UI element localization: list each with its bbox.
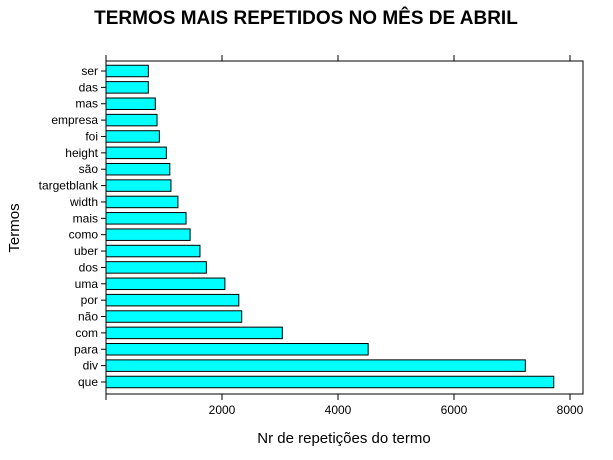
y-tick-label: targetblank (39, 179, 99, 193)
bar-targetblank (105, 179, 172, 192)
bar-das (105, 81, 149, 94)
plot-frame (105, 60, 584, 395)
y-tick-label: como (69, 228, 99, 242)
y-tick-label: das (79, 80, 98, 94)
x-tick-label: 2000 (209, 403, 236, 417)
y-axis-label: Termos (6, 203, 23, 252)
bar-foi (105, 130, 160, 143)
bar-para (105, 343, 369, 356)
x-tick-label: 6000 (441, 403, 468, 417)
bar-não (105, 310, 243, 323)
y-tick-label: height (65, 146, 98, 160)
y-tick-label: div (83, 359, 98, 373)
bar-empresa (105, 113, 158, 127)
y-tick-label: não (78, 310, 98, 324)
y-tick-label: foi (85, 129, 98, 143)
y-tick-label: para (74, 342, 98, 356)
x-axis-label: Nr de repetições do termo (257, 430, 430, 447)
y-tick-label: dos (79, 260, 98, 274)
chart-title: TERMOS MAIS REPETIDOS NO MÊS DE ABRIL (94, 7, 518, 29)
bar-height (105, 146, 167, 160)
x-tick-label: 4000 (325, 403, 352, 417)
y-tick-label: empresa (51, 113, 98, 127)
y-tick-label: mas (75, 97, 98, 111)
y-axis: que div para com não por uma dos uber como mais wid… (39, 64, 106, 389)
y-tick-label: são (79, 162, 99, 176)
bar-que (105, 375, 555, 389)
bar-dos (105, 261, 207, 274)
bar-mas (105, 97, 156, 110)
y-tick-label: que (78, 375, 98, 389)
bar-são (105, 162, 171, 176)
y-tick-label: por (81, 293, 98, 307)
bar-ser (105, 64, 149, 78)
y-tick-label: com (75, 326, 98, 340)
bar-por (105, 293, 240, 307)
bar-como (105, 228, 191, 241)
bars-group (105, 64, 555, 389)
y-tick-label: uma (75, 277, 99, 291)
bar-com (105, 326, 283, 340)
bar-div (105, 359, 526, 372)
y-tick-label: uber (74, 244, 98, 258)
bar-width (105, 195, 179, 209)
y-tick-label: ser (81, 64, 98, 78)
bar-uber (105, 244, 201, 258)
bar-uma (105, 277, 226, 291)
x-tick-label: 8000 (557, 403, 584, 417)
y-tick-label: mais (73, 211, 98, 225)
y-tick-label: width (69, 195, 98, 209)
x-axis: 2000 4000 6000 8000 (105, 55, 584, 417)
bar-mais (105, 212, 187, 225)
